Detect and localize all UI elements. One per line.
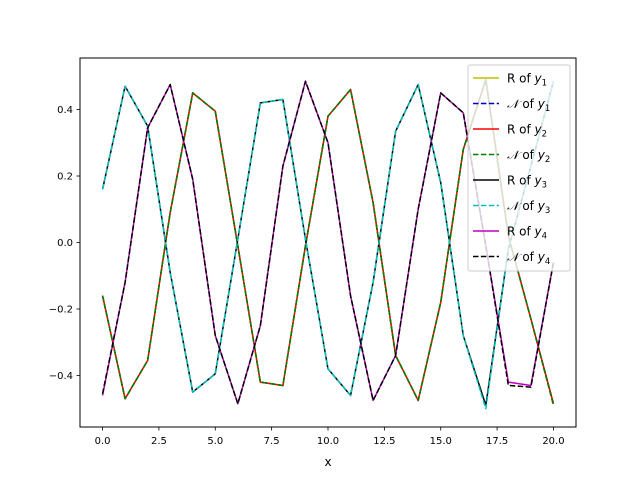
x-axis-label: x [324,455,331,469]
y-tick-label: 0.2 [57,172,73,183]
x-tick-label: 12.5 [373,436,395,447]
y-tick-label: −0.2 [49,304,73,315]
x-tick-label: 2.5 [151,436,167,447]
series-line-6 [101,81,555,410]
legend-label-3: R of y2 [507,123,547,140]
legend-label-5: R of y3 [507,174,547,191]
x-tick-label: 15.0 [430,436,452,447]
legend-label-8: 𝒩 of y4 [507,250,550,267]
x-tick-label: 10.0 [317,436,339,447]
legend-label-1: R of y1 [507,72,547,89]
y-tick-label: −0.4 [49,371,73,382]
x-tick-label: 17.5 [486,436,508,447]
legend-label-4: 𝒩 of y2 [507,148,550,165]
x-tick-label: 5.0 [207,436,223,447]
x-tick-label: 7.5 [264,436,280,447]
legend-label-7: R of y4 [507,225,547,242]
plot-lines [101,78,555,410]
y-tick-label: 0.4 [57,105,73,116]
y-tick-label: 0.0 [57,238,73,249]
x-axis-ticks: 0.0 2.5 5.0 7.5 10.0 12.5 15.0 17.5 20.0 [95,427,565,447]
y-axis-ticks: −0.4 −0.2 0.0 0.2 0.4 [49,105,80,382]
legend-label-6: 𝒩 of y3 [507,199,550,216]
x-tick-label: 20.0 [542,436,564,447]
x-tick-label: 0.0 [95,436,111,447]
legend: R of y1 𝒩 of y1 R of y2 𝒩 of y2 R of y3 𝒩 of … [467,64,571,272]
legend-box [467,64,571,272]
legend-label-2: 𝒩 of y1 [507,97,550,114]
